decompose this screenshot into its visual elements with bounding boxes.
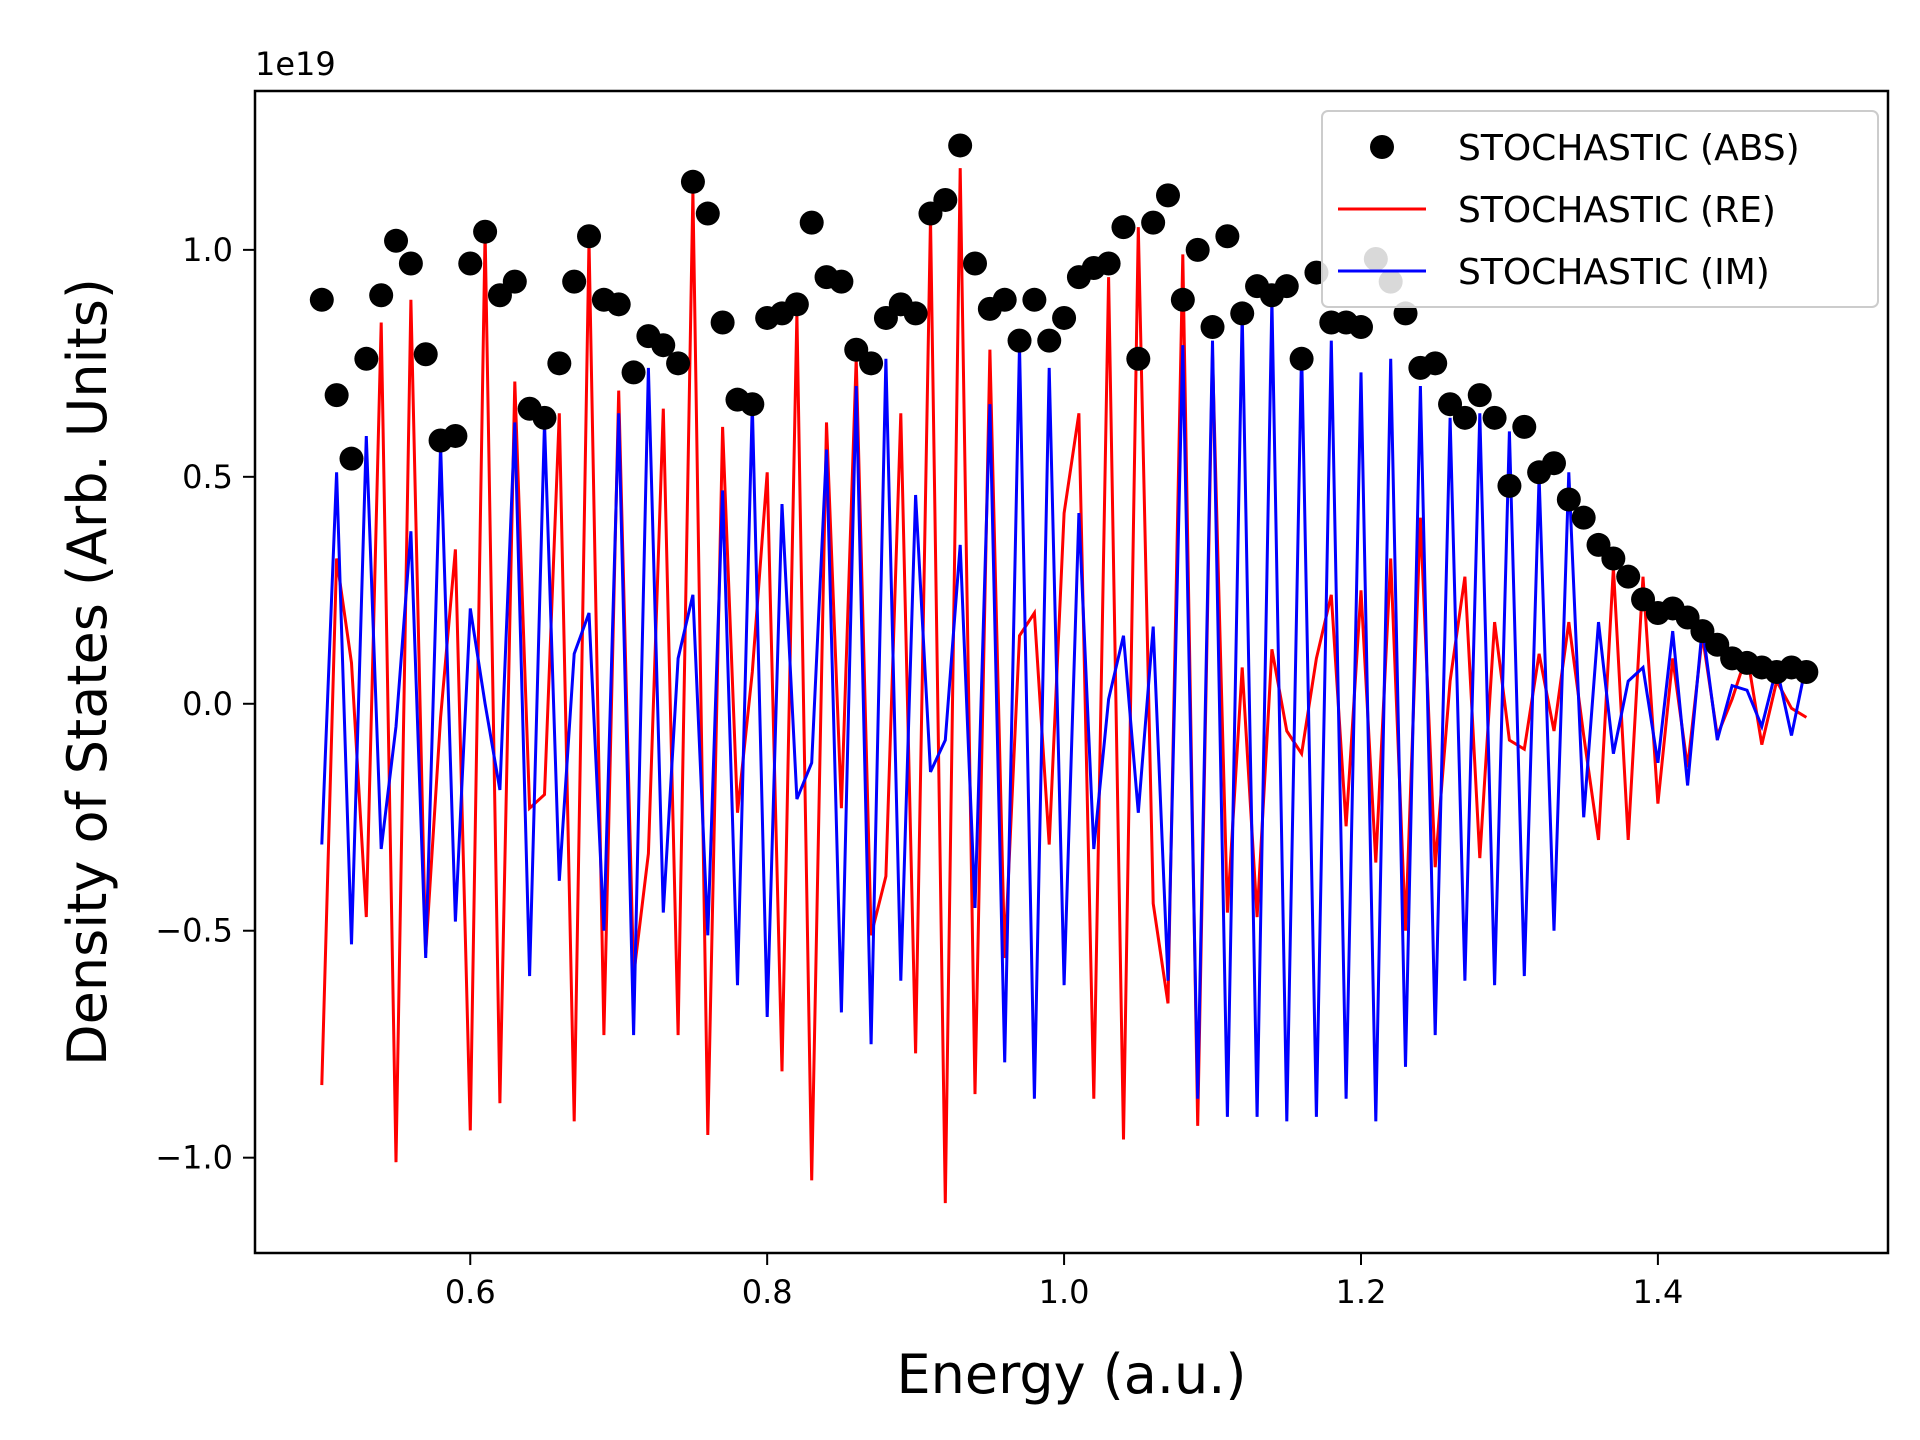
data-point — [829, 269, 854, 294]
axes: 0.6 0.8 1.0 1.2 1.4 −1.0 −0.5 0.0 0.5 1.0 — [155, 231, 1683, 1311]
data-point — [1452, 405, 1477, 430]
data-point — [369, 283, 394, 308]
data-point — [606, 292, 631, 317]
data-point — [799, 210, 824, 235]
data-point — [473, 219, 498, 244]
data-point — [1111, 215, 1136, 240]
data-point — [1348, 315, 1373, 340]
data-point — [1200, 315, 1225, 340]
data-point — [1541, 451, 1566, 476]
data-point — [1512, 414, 1537, 439]
data-point — [398, 251, 423, 276]
data-point — [695, 201, 720, 226]
data-point — [413, 342, 438, 367]
data-point — [458, 251, 483, 276]
y-tick-label: −0.5 — [155, 912, 233, 950]
data-point — [1126, 346, 1151, 371]
data-point — [354, 346, 379, 371]
data-point — [859, 351, 884, 376]
data-point — [1497, 473, 1522, 498]
data-point — [502, 269, 527, 294]
data-point — [309, 287, 334, 312]
data-point — [933, 187, 958, 212]
legend-label: STOCHASTIC (RE) — [1458, 190, 1776, 231]
data-point — [666, 351, 691, 376]
data-point — [1556, 487, 1581, 512]
y-tick-label: 0.5 — [182, 458, 233, 496]
data-point — [621, 360, 646, 385]
data-point — [903, 301, 928, 326]
plot-area — [309, 133, 1819, 1204]
x-axis-title: Energy (a.u.) — [897, 1343, 1247, 1406]
data-point — [1230, 301, 1255, 326]
data-point — [1467, 383, 1492, 408]
data-point — [1482, 405, 1507, 430]
data-point — [547, 351, 572, 376]
data-point — [1170, 287, 1195, 312]
legend-marker — [1370, 135, 1394, 159]
data-point — [577, 224, 602, 249]
data-point — [710, 310, 735, 335]
data-point — [384, 228, 409, 253]
y-tick-label: 1.0 — [182, 231, 233, 269]
series-3 — [320, 299, 1808, 1122]
x-tick-label: 1.2 — [1336, 1273, 1387, 1311]
data-point — [1601, 546, 1626, 571]
x-tick-label: 1.4 — [1632, 1273, 1683, 1311]
data-point — [963, 251, 988, 276]
data-point — [1141, 210, 1166, 235]
data-point — [1007, 328, 1032, 353]
series-2 — [320, 168, 1808, 1204]
data-point — [324, 383, 349, 408]
data-point — [1022, 287, 1047, 312]
legend-box — [1321, 110, 1879, 308]
y-tick-label: 0.0 — [182, 685, 233, 723]
y-axis-offset-label: 1e19 — [255, 45, 336, 83]
data-point — [1571, 505, 1596, 530]
legend-label: STOCHASTIC (ABS) — [1458, 128, 1800, 169]
legend: STOCHASTIC (ABS) STOCHASTIC (RE) STOCHASTI… — [1321, 110, 1879, 308]
data-point — [992, 287, 1017, 312]
data-point — [1096, 251, 1121, 276]
data-point — [651, 333, 676, 358]
data-point — [562, 269, 587, 294]
data-point — [1794, 660, 1819, 684]
x-tick-label: 0.6 — [445, 1273, 496, 1311]
data-point — [339, 446, 364, 471]
data-point — [1052, 305, 1077, 330]
data-point — [948, 133, 973, 158]
series-line — [320, 299, 1808, 1122]
data-point — [784, 292, 809, 317]
plot-frame — [253, 89, 1890, 1255]
data-point — [532, 405, 557, 430]
series-line — [320, 168, 1808, 1204]
data-point — [1274, 274, 1299, 299]
data-point — [680, 169, 705, 194]
y-tick-label: −1.0 — [155, 1139, 233, 1177]
data-point — [1155, 183, 1180, 208]
data-point — [1289, 346, 1314, 371]
legend-label: STOCHASTIC (IM) — [1458, 252, 1770, 293]
data-point — [1423, 351, 1448, 376]
data-point — [1616, 564, 1641, 589]
data-point — [1185, 237, 1210, 262]
data-point — [443, 423, 468, 448]
series-points — [309, 133, 1819, 684]
data-point — [1037, 328, 1062, 353]
x-tick-label: 1.0 — [1039, 1273, 1090, 1311]
data-point — [740, 392, 765, 417]
y-axis-title: Density of States (Arb. Units) — [56, 278, 119, 1066]
data-point — [1215, 224, 1240, 249]
x-tick-label: 0.8 — [742, 1273, 793, 1311]
